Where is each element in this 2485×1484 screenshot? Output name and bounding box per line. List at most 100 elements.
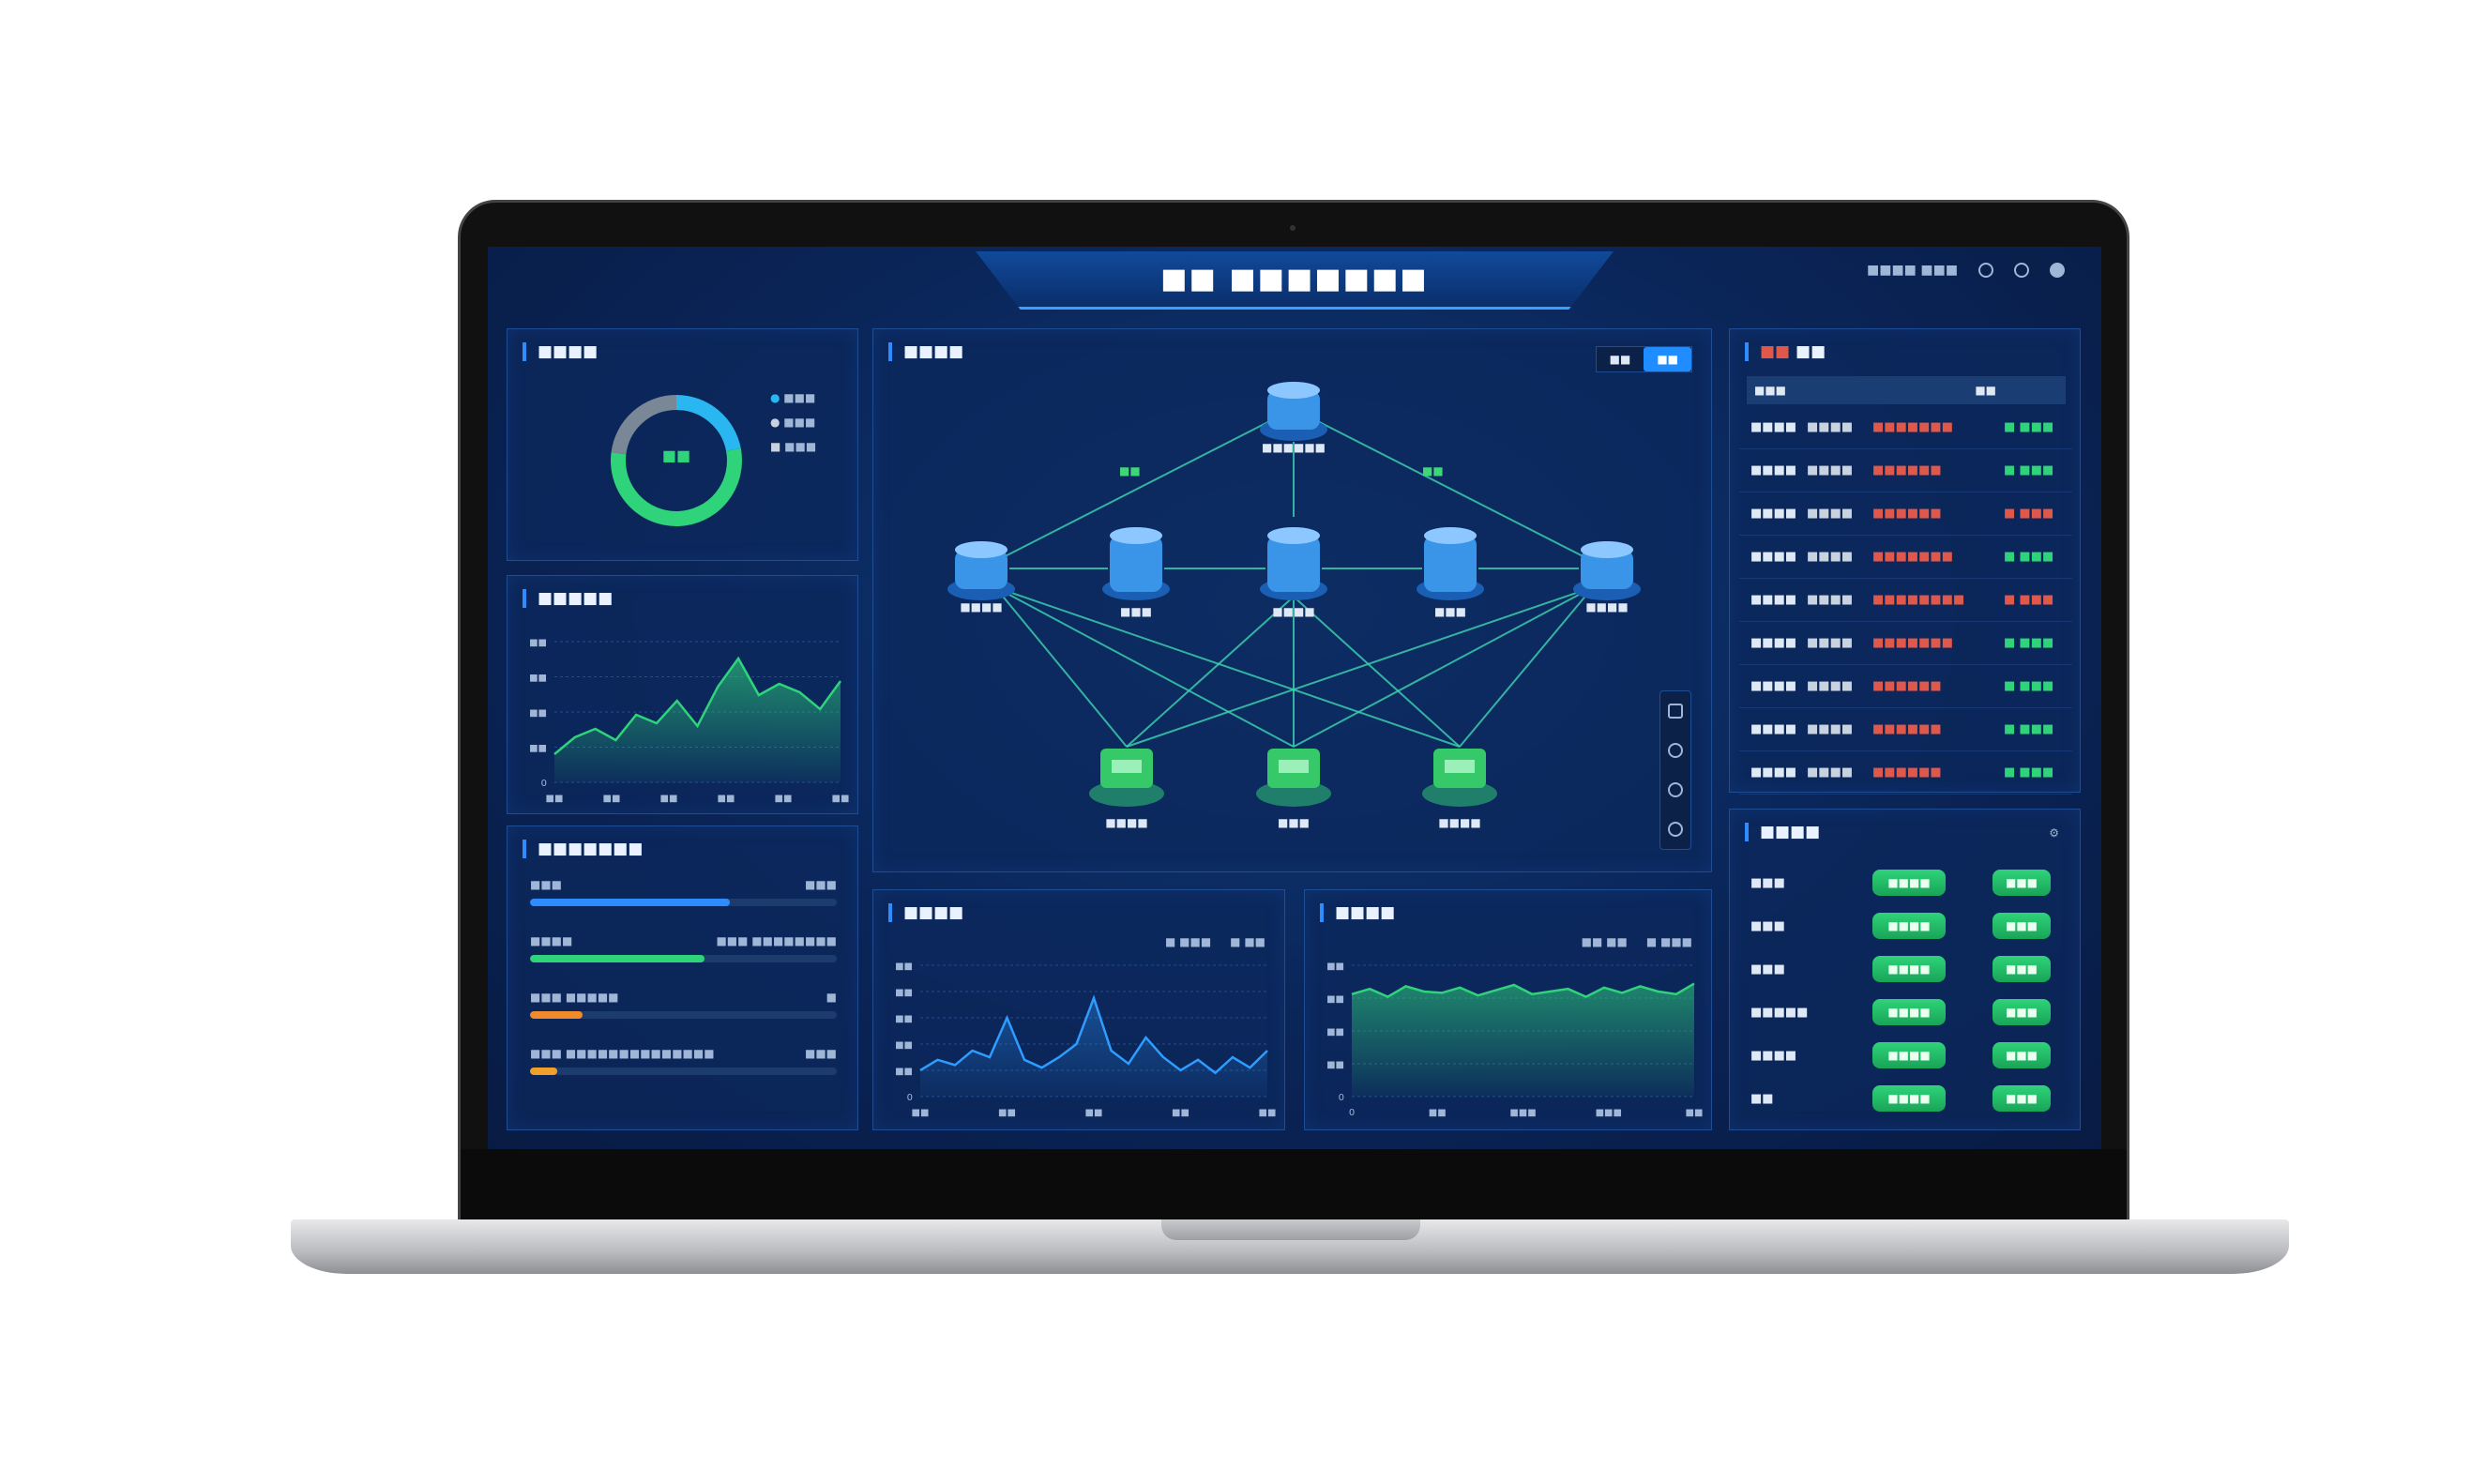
- status-cell: ■ ■■■: [2004, 765, 2054, 780]
- cell: ■■■■: [1807, 636, 1854, 650]
- connection-line: [994, 586, 1128, 748]
- service-status-button[interactable]: ■■■■: [1872, 870, 1946, 896]
- service-action-button[interactable]: ■■■: [1993, 956, 2051, 982]
- zoom-in-icon[interactable]: [1668, 704, 1683, 719]
- cell: ■■■■: [1750, 679, 1797, 693]
- x-tick-label: ■■■: [1596, 1108, 1622, 1118]
- y-tick-label: ■■: [529, 744, 547, 754]
- service-status-button[interactable]: ■■■■: [1872, 999, 1946, 1025]
- service-action-button[interactable]: ■■■: [1993, 913, 2051, 939]
- y-tick-label: ■■: [895, 988, 913, 998]
- legend-item: ● ■■■: [770, 416, 816, 429]
- donut-chart: [611, 395, 742, 526]
- server-node: [1581, 550, 1633, 589]
- legend-item: ● ■■■: [770, 391, 816, 404]
- client-node-screen: [1112, 760, 1142, 773]
- progress-label: ■■■: [530, 878, 563, 891]
- service-status-button[interactable]: ■■■■: [1872, 1042, 1946, 1068]
- service-name: ■■■: [1750, 962, 1785, 977]
- progress-value: ■■■ ■■■■■■■■: [716, 934, 837, 947]
- connection-line: [994, 586, 1295, 748]
- progress-value: ■■■: [804, 1047, 837, 1060]
- cell: ■■■■: [1750, 636, 1797, 650]
- table-header: ■■■ ■■: [1747, 376, 2066, 404]
- cell: ■■■■: [1750, 463, 1797, 477]
- donut-segment: [611, 447, 742, 526]
- x-tick-label: ■■: [546, 794, 564, 804]
- status-cell: ■ ■■■: [2004, 550, 2054, 564]
- service-name: ■■■■: [1750, 1048, 1797, 1063]
- service-status-button[interactable]: ■■■■: [1872, 956, 1946, 982]
- table-row[interactable]: ■■■■ ■■■■ ■■■■■■ ■ ■■■: [1739, 751, 2072, 795]
- toggle-option-active[interactable]: ■■: [1644, 347, 1691, 371]
- cell: ■■■■■■: [1872, 507, 1942, 521]
- status-cell: ■ ■■■: [2004, 636, 2054, 650]
- service-row: ■■ ■■■■ ■■■: [1739, 1077, 2072, 1120]
- table-row[interactable]: ■■■■ ■■■■ ■■■■■■ ■ ■■■: [1739, 665, 2072, 708]
- y-tick-label: 0: [907, 1093, 913, 1103]
- database-node: [1267, 390, 1320, 430]
- cell: ■■■■: [1807, 593, 1854, 607]
- table-row[interactable]: ■■■■ ■■■■ ■■■■■■ ■ ■■■: [1739, 492, 2072, 536]
- column-header: ■■■: [1754, 384, 1787, 397]
- cell: ■■■■: [1807, 420, 1854, 434]
- table-row[interactable]: ■■■■ ■■■■ ■■■■■■ ■ ■■■: [1739, 708, 2072, 751]
- x-tick-label: ■■: [718, 794, 735, 804]
- x-tick-label: ■■: [1259, 1108, 1277, 1118]
- edge-label: ■■: [1119, 464, 1141, 477]
- status-cell: ■ ■■■: [2004, 463, 2054, 477]
- connection-line: [1293, 586, 1594, 748]
- service-action-button[interactable]: ■■■: [1993, 870, 2051, 896]
- status-cell: ■ ■■■: [2004, 679, 2054, 693]
- service-action-button[interactable]: ■■■: [1993, 1042, 2051, 1068]
- chart-legend: ■ ■■■ ■ ■■: [1165, 935, 1265, 948]
- settings-icon[interactable]: [2014, 263, 2030, 278]
- service-row: ■■■ ■■■■ ■■■: [1739, 904, 2072, 947]
- service-status-button[interactable]: ■■■■: [1872, 913, 1946, 939]
- progress-label: ■■■ ■■■■■■■■■■■■■■: [530, 1047, 715, 1060]
- cell: ■■■■: [1807, 679, 1854, 693]
- service-status-button[interactable]: ■■■■: [1872, 1085, 1946, 1112]
- x-tick-label: ■■: [832, 794, 850, 804]
- toggle-option[interactable]: ■■: [1609, 353, 1631, 366]
- storage-node: [1424, 536, 1477, 592]
- fit-icon[interactable]: [1668, 782, 1683, 797]
- diagram-toolbar: [1659, 690, 1691, 850]
- node-top: [1267, 527, 1320, 544]
- cell: ■■■■■■: [1872, 765, 1942, 780]
- table-row[interactable]: ■■■■ ■■■■ ■■■■■■■ ■ ■■■: [1739, 406, 2072, 449]
- panel-title: ■■■■■: [523, 589, 613, 608]
- cell: ■■■■: [1750, 420, 1797, 434]
- laptop-bezel-bottom: [461, 1149, 2127, 1219]
- zoom-out-icon[interactable]: [1668, 743, 1683, 758]
- x-tick-label: ■■: [1172, 1108, 1189, 1118]
- table-row[interactable]: ■■■■ ■■■■ ■■■■■■■ ■ ■■■: [1739, 536, 2072, 579]
- node-label: ■■■: [1278, 816, 1310, 829]
- y-tick-label: ■■: [529, 674, 547, 684]
- legend-item: ■ ■■■: [1165, 935, 1212, 948]
- node-label: ■■■■: [1585, 600, 1628, 613]
- notification-icon[interactable]: [1978, 263, 1994, 278]
- panel-title: ■■ ■■: [1745, 342, 1826, 361]
- services-panel: ■■■■ ⚙ ■■■ ■■■■ ■■■ ■■■ ■■■■ ■■■ ■■■ ■■■■ ■■■ ■■■…: [1729, 809, 2081, 1130]
- service-action-button[interactable]: ■■■: [1993, 1085, 2051, 1112]
- service-action-button[interactable]: ■■■: [1993, 999, 2051, 1025]
- status-cell: ■ ■■■: [2004, 420, 2054, 434]
- more-icon[interactable]: ⚙: [2049, 826, 2059, 840]
- table-row[interactable]: ■■■■ ■■■■ ■■■■■■■■ ■ ■■■: [1739, 579, 2072, 622]
- x-tick-label: ■■■: [1509, 1108, 1536, 1118]
- cell: ■■■■: [1807, 765, 1854, 780]
- cell: ■■■■■■: [1872, 679, 1942, 693]
- refresh-icon[interactable]: [1668, 822, 1683, 837]
- column-header: ■■: [1975, 384, 1996, 397]
- line-chart-panel-1: ■■■■ ■ ■■■ ■ ■■ ■■ ■■ ■■ ■■ ■■ 0 ■■ ■■ ■■ ■■ ■■: [872, 889, 1285, 1130]
- y-tick-label: ■■: [1326, 1060, 1344, 1070]
- user-avatar-icon[interactable]: [2050, 263, 2066, 278]
- cell: ■■■■■■: [1872, 463, 1942, 477]
- table-row[interactable]: ■■■■ ■■■■ ■■■■■■■ ■ ■■■: [1739, 622, 2072, 665]
- header-banner: [976, 251, 1614, 310]
- x-tick-label: ■■: [775, 794, 793, 804]
- table-row[interactable]: ■■■■ ■■■■ ■■■■■■ ■ ■■■: [1739, 449, 2072, 492]
- x-tick-label: ■■: [998, 1108, 1016, 1118]
- progress-bar: [530, 1011, 837, 1019]
